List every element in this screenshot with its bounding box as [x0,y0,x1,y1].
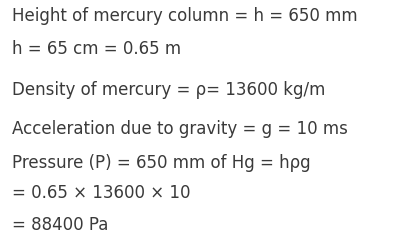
Text: Density of mercury = ρ= 13600 kg/m: Density of mercury = ρ= 13600 kg/m [12,81,325,99]
Text: Pressure (P) = 650 mm of Hg = hρg: Pressure (P) = 650 mm of Hg = hρg [12,154,310,172]
Text: = 0.65 × 13600 × 10: = 0.65 × 13600 × 10 [12,184,190,202]
Text: Height of mercury column = h = 650 mm: Height of mercury column = h = 650 mm [12,7,357,25]
Text: h = 65 cm = 0.65 m: h = 65 cm = 0.65 m [12,40,181,58]
Text: Acceleration due to gravity = g = 10 ms: Acceleration due to gravity = g = 10 ms [12,121,348,138]
Text: = 88400 Pa: = 88400 Pa [12,216,108,234]
